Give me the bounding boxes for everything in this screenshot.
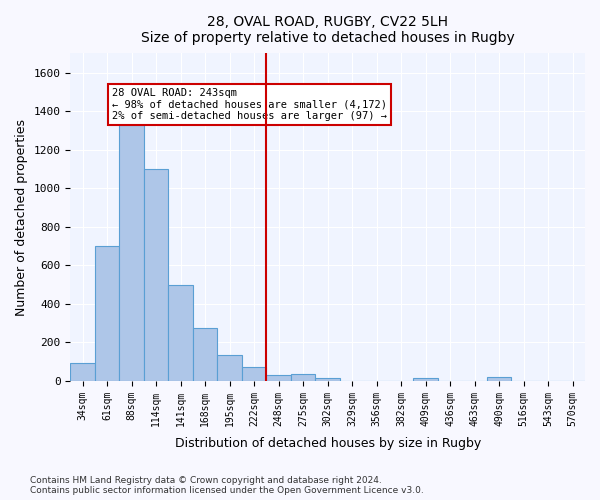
Bar [169,284,193,381]
Bar [144,169,169,381]
Bar [291,374,316,381]
Title: 28, OVAL ROAD, RUGBY, CV22 5LH
Size of property relative to detached houses in R: 28, OVAL ROAD, RUGBY, CV22 5LH Size of p… [141,15,515,45]
Bar [193,328,217,381]
Y-axis label: Number of detached properties: Number of detached properties [15,118,28,316]
X-axis label: Distribution of detached houses by size in Rugby: Distribution of detached houses by size … [175,437,481,450]
Bar [119,124,144,381]
Bar [487,377,511,381]
Bar [95,246,119,381]
Bar [242,368,266,381]
Bar [217,355,242,381]
Bar [266,375,291,381]
Bar [70,362,95,381]
Bar [316,378,340,381]
Text: Contains HM Land Registry data © Crown copyright and database right 2024.
Contai: Contains HM Land Registry data © Crown c… [30,476,424,495]
Text: 28 OVAL ROAD: 243sqm
← 98% of detached houses are smaller (4,172)
2% of semi-det: 28 OVAL ROAD: 243sqm ← 98% of detached h… [112,88,387,121]
Bar [413,378,438,381]
